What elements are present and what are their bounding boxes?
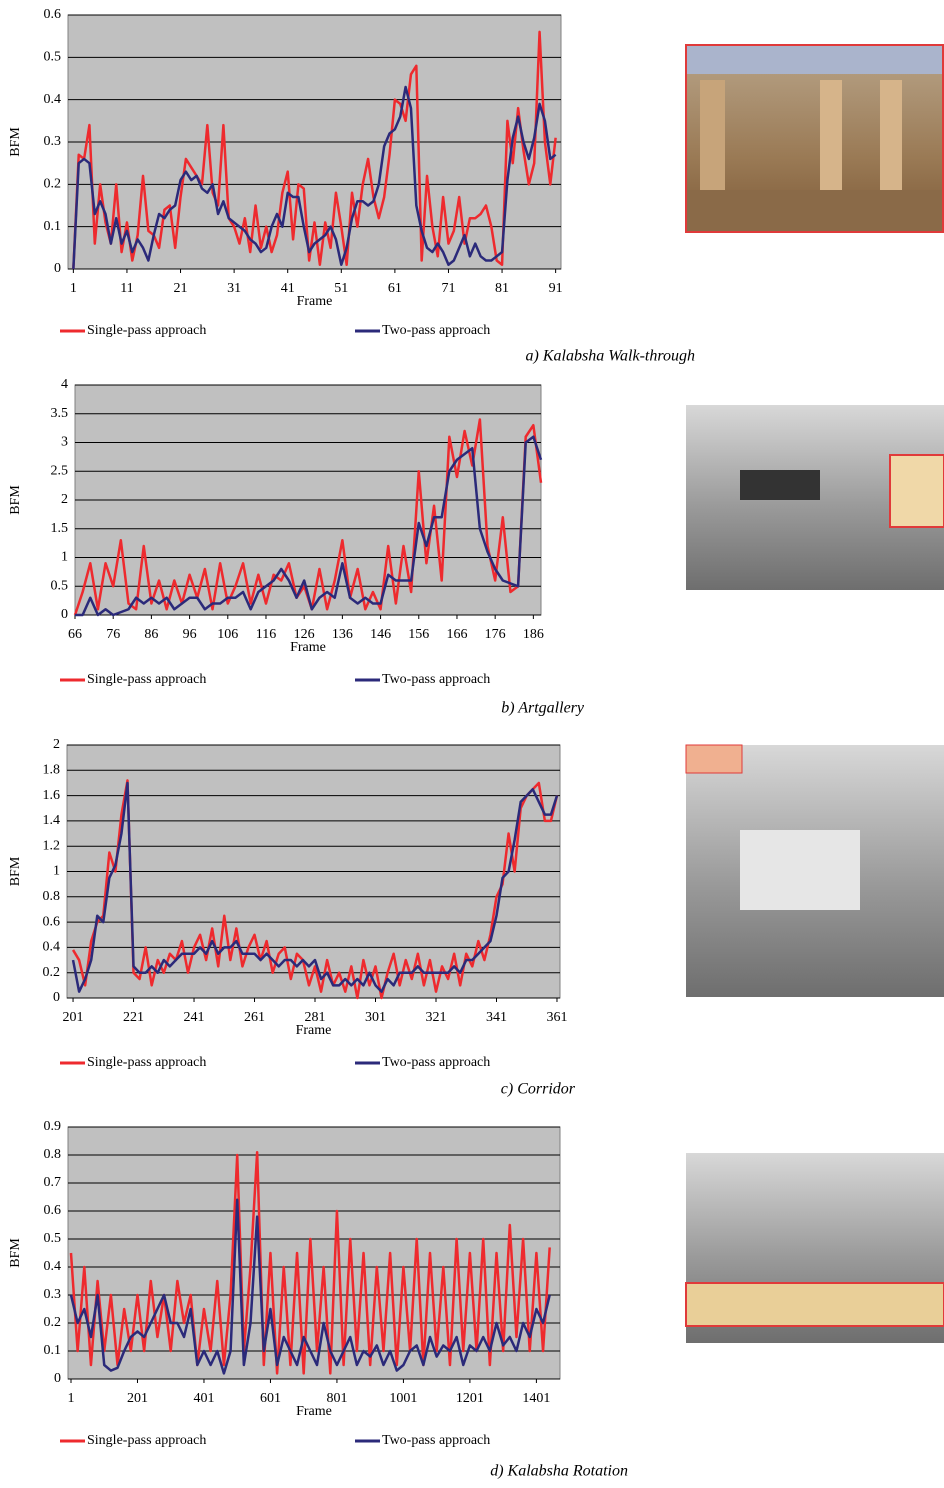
legend-label: Single-pass approach	[87, 672, 206, 687]
y-tick-label: 2	[61, 492, 68, 507]
x-tick-label: 1401	[522, 1391, 550, 1406]
y-tick-label: 0.9	[44, 1119, 62, 1134]
y-axis-label: BFM	[8, 127, 23, 157]
y-tick-label: 0	[54, 1371, 61, 1386]
x-tick-label: 61	[388, 281, 402, 296]
x-tick-label: 136	[332, 627, 353, 642]
x-tick-label: 11	[120, 281, 133, 296]
x-tick-label: 301	[365, 1010, 386, 1025]
x-tick-label: 1	[67, 1391, 74, 1406]
y-tick-label: 0.2	[43, 965, 61, 980]
legend-label: Two-pass approach	[382, 323, 490, 338]
legend-label: Single-pass approach	[87, 323, 206, 338]
legend-label: Two-pass approach	[382, 672, 490, 687]
y-tick-label: 1.2	[43, 838, 61, 853]
x-axis-label: Frame	[296, 1404, 332, 1419]
x-tick-label: 71	[441, 281, 455, 296]
y-tick-label: 0.8	[43, 889, 61, 904]
y-tick-label: 4	[61, 377, 68, 392]
x-tick-label: 601	[260, 1391, 281, 1406]
caption: b) Artgallery	[501, 700, 585, 717]
y-tick-label: 0.1	[44, 1343, 62, 1358]
y-tick-label: 0.3	[44, 1287, 62, 1302]
x-tick-label: 81	[495, 281, 509, 296]
x-tick-label: 1201	[456, 1391, 484, 1406]
y-tick-label: 0.6	[43, 914, 61, 929]
image-rotation	[686, 1153, 944, 1343]
legend-label: Single-pass approach	[87, 1055, 206, 1070]
y-tick-label: 2	[53, 737, 60, 752]
x-tick-label: 106	[217, 627, 238, 642]
legend-label: Single-pass approach	[87, 1433, 206, 1448]
y-tick-label: 3.5	[51, 406, 69, 421]
x-axis-label: Frame	[290, 640, 326, 655]
y-tick-label: 0.4	[44, 92, 62, 107]
x-tick-label: 66	[68, 627, 82, 642]
figure: 00.10.20.30.40.50.61112131415161718191Fr…	[0, 0, 944, 1483]
y-tick-label: 0.6	[44, 7, 62, 22]
x-tick-label: 241	[184, 1010, 205, 1025]
image-temple	[685, 44, 944, 233]
legend-label: Two-pass approach	[382, 1055, 490, 1070]
x-tick-label: 146	[370, 627, 391, 642]
x-tick-label: 21	[174, 281, 188, 296]
y-tick-label: 0.5	[44, 1231, 62, 1246]
x-tick-label: 261	[244, 1010, 265, 1025]
x-tick-label: 51	[334, 281, 348, 296]
y-axis-label: BFM	[8, 485, 23, 515]
y-tick-label: 0.2	[44, 1315, 62, 1330]
y-tick-label: 1.6	[43, 788, 61, 803]
y-tick-label: 0.5	[44, 50, 62, 65]
y-tick-label: 0.6	[44, 1203, 62, 1218]
x-tick-label: 221	[123, 1010, 144, 1025]
y-tick-label: 1.5	[51, 521, 69, 536]
y-tick-label: 0	[54, 261, 61, 276]
x-tick-label: 76	[106, 627, 120, 642]
x-tick-label: 41	[281, 281, 295, 296]
y-tick-label: 0.2	[44, 177, 62, 192]
caption: c) Corridor	[501, 1081, 576, 1098]
x-tick-label: 341	[486, 1010, 507, 1025]
y-tick-label: 3	[61, 435, 68, 450]
y-axis-label: BFM	[8, 856, 23, 886]
x-tick-label: 201	[63, 1010, 84, 1025]
caption: d) Kalabsha Rotation	[490, 1463, 628, 1480]
y-tick-label: 1	[61, 550, 68, 565]
image-gallery	[686, 405, 944, 590]
y-tick-label: 1.4	[43, 813, 61, 828]
x-tick-label: 186	[523, 627, 544, 642]
y-tick-label: 0.4	[44, 1259, 62, 1274]
x-tick-label: 31	[227, 281, 241, 296]
y-tick-label: 0.8	[44, 1147, 62, 1162]
x-tick-label: 116	[256, 627, 276, 642]
x-tick-label: 201	[127, 1391, 148, 1406]
x-tick-label: 1	[70, 281, 77, 296]
x-tick-label: 86	[144, 627, 158, 642]
y-tick-label: 0.3	[44, 134, 62, 149]
image-corridor	[686, 745, 944, 997]
x-tick-label: 166	[446, 627, 467, 642]
x-tick-label: 156	[408, 627, 429, 642]
y-tick-label: 0.7	[44, 1175, 62, 1190]
x-axis-label: Frame	[296, 1023, 332, 1038]
y-tick-label: 2.5	[51, 463, 69, 478]
x-tick-label: 176	[485, 627, 506, 642]
y-tick-label: 1	[53, 864, 60, 879]
y-tick-label: 1.8	[43, 763, 61, 778]
y-tick-label: 0	[53, 990, 60, 1005]
y-tick-label: 0.1	[44, 219, 62, 234]
x-tick-label: 401	[193, 1391, 214, 1406]
y-tick-label: 0.4	[43, 940, 61, 955]
x-tick-label: 321	[425, 1010, 446, 1025]
caption: a) Kalabsha Walk-through	[526, 348, 695, 365]
y-axis-label: BFM	[8, 1238, 23, 1268]
x-axis-label: Frame	[297, 294, 333, 309]
x-tick-label: 91	[549, 281, 563, 296]
y-tick-label: 0	[61, 607, 68, 622]
y-tick-label: 0.5	[51, 578, 69, 593]
x-tick-label: 96	[183, 627, 197, 642]
x-tick-label: 361	[546, 1010, 567, 1025]
legend-label: Two-pass approach	[382, 1433, 490, 1448]
x-tick-label: 1001	[389, 1391, 417, 1406]
